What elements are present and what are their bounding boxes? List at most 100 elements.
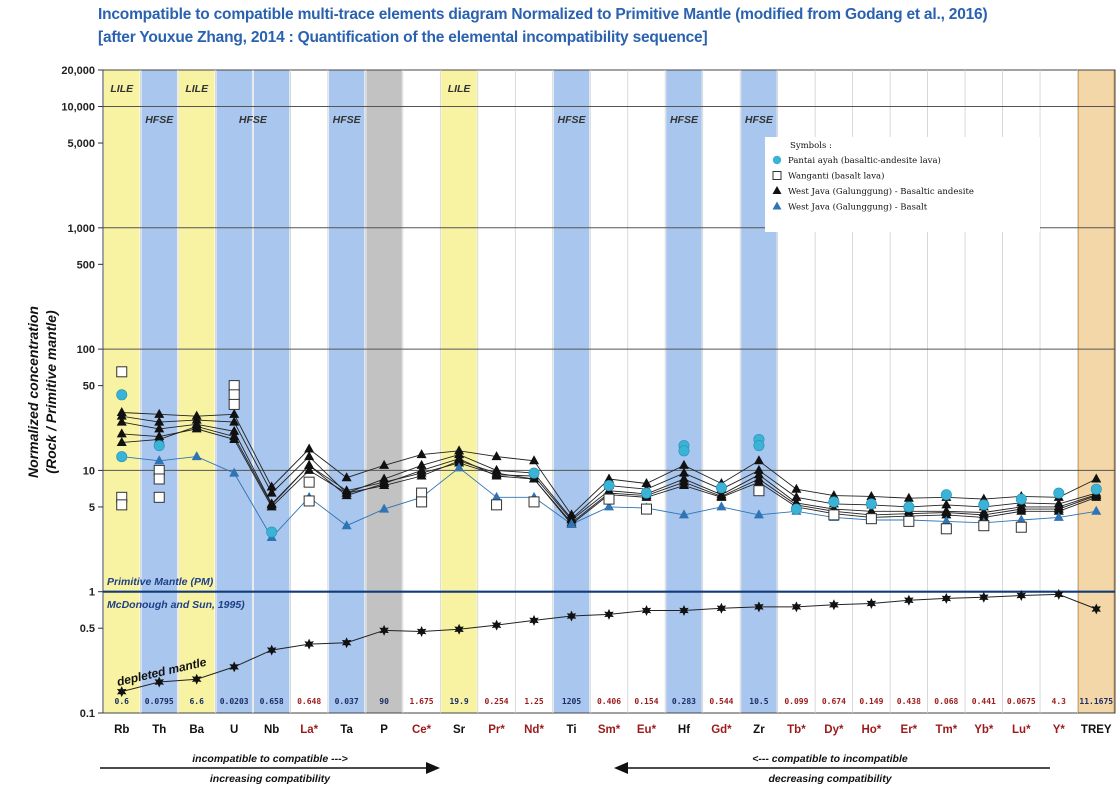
depleted-mantle-point [941,592,952,604]
pantai-ayah-point [266,526,278,538]
band-hfse [666,70,702,713]
basalt-point [604,501,614,511]
band-hfse [141,70,177,713]
depleted-mantle-point [1054,588,1064,600]
basaltic-andesite-point [678,480,689,490]
basaltic-andesite-point [116,416,127,426]
basaltic-andesite-point [229,416,240,426]
pm-value-label: 0.648 [297,697,321,706]
x-category-label: Ti [567,724,577,736]
depleted-mantle-point [1091,603,1101,615]
band-label: HFSE [670,114,699,126]
x-category-label: U [230,724,238,736]
basaltic-andesite-point [304,459,315,469]
basaltic-andesite-point [641,477,652,487]
basaltic-andesite-point [379,459,390,469]
basalt-point [716,501,727,511]
basaltic-andesite-point [116,436,127,446]
band-label: HFSE [239,114,268,126]
wanganti-point [228,398,240,410]
basaltic-andesite-point [416,459,427,469]
basalt-point [454,462,465,472]
basaltic-andesite-point [454,457,465,467]
pm-value-label: 0.154 [634,697,658,706]
x-category-label: P [380,724,388,736]
x-category-label: Ta [340,724,353,736]
wanganti-point [940,523,952,535]
wanganti-point [528,496,540,508]
y-tick-label: 50 [83,381,95,393]
basaltic-andesite-point [866,490,877,500]
basaltic-andesite-point [154,416,165,426]
pantai-ayah-point [828,496,840,508]
basaltic-andesite-point [229,425,240,435]
legend-box [765,137,1040,232]
pm-value-label: 0.0795 [145,697,174,706]
pm-value-label: 10.5 [749,697,768,706]
wanganti-point [303,476,315,488]
basaltic-andesite-point [791,497,802,507]
x-category-label: La* [300,724,318,736]
x-category-label: TREY [1081,724,1112,736]
y-tick-label: 0.1 [80,708,95,720]
pantai-ayah-point [153,440,165,452]
basaltic-andesite-point [941,499,952,509]
basaltic-andesite-point [154,423,165,433]
basaltic-andesite-point [978,506,989,516]
pantai-ayah-point [1053,487,1065,499]
x-category-label: Sr [453,724,466,736]
left-arrow-caption-top: incompatible to compatible ---> [192,753,347,765]
depleted-mantle-point [266,644,277,656]
x-category-label: Th [152,724,166,736]
pantai-ayah-point [940,489,952,501]
band-label: LILE [448,83,472,95]
depleted-mantle-point [117,686,127,698]
band-label: LILE [110,83,134,95]
pm-value-label: 0.254 [485,697,509,706]
legend-label: Pantai ayah (basaltic-andesite lava) [788,155,941,166]
pm-value-label: 0.674 [822,697,846,706]
x-category-label: Ho* [861,724,881,736]
basaltic-andesite-point [791,483,802,493]
x-category-label: Pr* [488,724,505,736]
basaltic-andesite-point [266,499,277,509]
band-trey [1078,69,1115,714]
band-label: HFSE [745,114,774,126]
basalt-point [678,509,689,519]
basaltic-andesite-point [304,451,315,461]
x-category-label: Ce* [412,724,432,736]
basaltic-andesite-point [1091,473,1102,483]
basaltic-andesite-point [266,481,277,491]
pm-value-label: 0.0203 [220,697,249,706]
band-p [366,70,402,713]
depleted-mantle-point [716,602,727,614]
basaltic-andesite-point [491,469,502,479]
basaltic-andesite-point [678,473,689,483]
depleted-mantle-point [904,594,914,606]
pm-value-label: 0.283 [672,697,696,706]
pm-value-label: 6.6 [189,697,204,706]
basaltic-andesite-point [341,472,352,482]
y-tick-label: 10 [83,465,95,477]
basaltic-andesite-point [753,476,764,486]
x-category-label: Nb [264,724,279,736]
wanganti-point [416,496,428,508]
legend-marker [772,155,782,165]
depleted-mantle-point [866,598,877,609]
depleted-mantle-point [679,605,689,616]
basaltic-andesite-point [529,455,540,465]
wanganti-point [640,503,652,515]
x-category-label: Dy* [824,724,844,736]
depleted-mantle-point [604,608,614,620]
basalt-point [1016,514,1027,524]
pantai-ayah-point [116,389,128,401]
depleted-mantle-point [191,673,202,685]
chart-subtitle: [after Youxue Zhang, 2014 : Quantificati… [98,29,708,46]
pm-value-label: 0.099 [784,697,808,706]
x-category-label: Lu* [1012,724,1031,736]
basaltic-andesite-point [304,443,315,453]
y-tick-label: 1 [89,587,95,599]
band-lile [178,70,215,713]
basaltic-andesite-point [229,431,240,441]
